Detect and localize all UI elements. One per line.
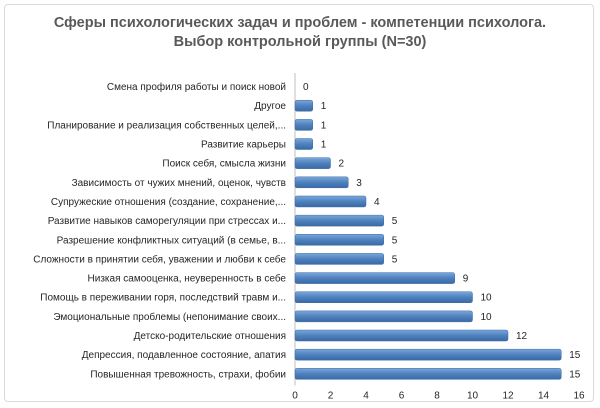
x-tick-label: 6 [399, 390, 405, 401]
bar [294, 119, 313, 131]
chart-title-line1: Сферы психологических задач и проблем - … [53, 15, 547, 31]
data-label: 4 [374, 197, 380, 208]
x-tick-label: 4 [363, 390, 369, 401]
data-label: 10 [481, 312, 493, 323]
category-label: Развитие карьеры [201, 140, 286, 151]
data-label: 3 [356, 178, 362, 189]
x-tick-label: 0 [292, 390, 298, 401]
category-label: Повышенная тревожность, страхи, фобии [90, 368, 286, 380]
data-label: 1 [321, 140, 327, 151]
data-label: 12 [516, 331, 528, 342]
category-label: Другое [254, 101, 286, 112]
data-label: 0 [303, 82, 309, 93]
x-tick-label: 12 [502, 390, 514, 401]
data-label: 5 [392, 235, 398, 246]
category-label: Зависимость от чужих мнений, оценок, чув… [72, 178, 286, 189]
category-label: Детско-родительские отношения [134, 331, 286, 342]
data-label: 1 [321, 120, 327, 131]
data-label: 10 [481, 293, 493, 304]
category-label: Супружеские отношения (создание, сохране… [51, 197, 286, 208]
data-label: 5 [392, 216, 398, 227]
data-label: 2 [339, 159, 345, 170]
category-label: Поиск себя, смысла жизни [162, 158, 286, 170]
bar [294, 176, 349, 189]
plot-area: Смена профиля работы и поиск новой 0 Друго… [33, 73, 585, 401]
data-label: 5 [392, 254, 398, 265]
bar [294, 272, 455, 284]
x-tick-label: 14 [538, 390, 550, 401]
category-label: Эмоциональные проблемы (непонимание свои… [53, 311, 286, 323]
bar [294, 348, 562, 361]
bar [294, 291, 473, 303]
bar [294, 329, 509, 342]
chart-title-line2: Выбор контрольной группы (N=30) [173, 34, 427, 50]
category-label: Развитие навыков саморегуляции при стрес… [48, 216, 286, 227]
data-label: 15 [569, 350, 581, 361]
data-label: 9 [463, 274, 469, 285]
category-label: Помощь в переживании горя, последствий т… [40, 293, 286, 304]
category-label: Низкая самооценка, неуверенность в себе [88, 273, 287, 285]
bar [294, 195, 367, 208]
chart-title: Сферы психологических задач и проблем - … [0, 14, 600, 52]
category-label: Депрессия, подавленное состояние, апатия [82, 350, 286, 361]
data-label: 1 [321, 101, 327, 112]
bar [294, 138, 313, 150]
bar [294, 310, 473, 323]
bar [294, 157, 331, 169]
bar [294, 234, 384, 246]
bar [294, 99, 313, 112]
category-label: Разрешение конфликтных ситуаций (в семье… [57, 234, 286, 246]
bar [294, 253, 384, 265]
data-label: 15 [569, 369, 581, 380]
x-tick-label: 2 [328, 390, 334, 401]
x-tick-label: 8 [434, 390, 440, 401]
x-tick-label: 16 [573, 390, 585, 401]
bar [294, 368, 562, 380]
category-label: Сложности в принятии себя, уважении и лю… [33, 253, 286, 265]
x-tick-label: 10 [467, 390, 479, 401]
category-label: Смена профиля работы и поиск новой [107, 81, 286, 93]
category-label: Планирование и реализация собственных це… [47, 119, 286, 131]
bar [294, 214, 384, 227]
